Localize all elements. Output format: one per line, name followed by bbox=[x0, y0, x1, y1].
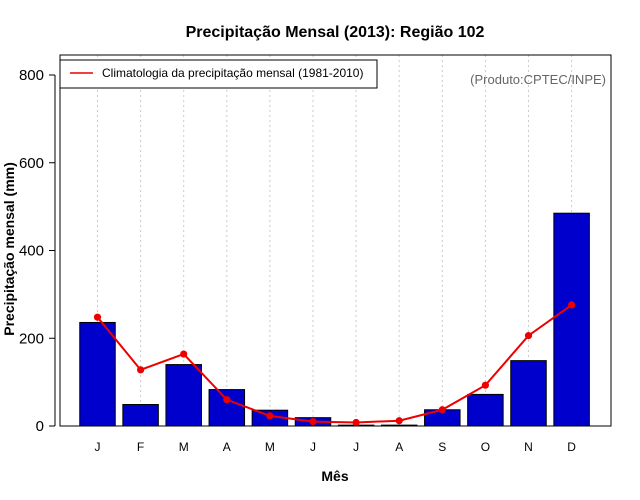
x-tick-label: O bbox=[481, 440, 490, 454]
x-tick-label: J bbox=[95, 440, 101, 454]
x-tick-label: M bbox=[179, 440, 189, 454]
bar-3 bbox=[208, 389, 246, 427]
climatology-point-8 bbox=[438, 406, 446, 414]
y-axis: 0 200 400 600 800 bbox=[19, 67, 56, 435]
bar-11 bbox=[553, 212, 590, 427]
legend: Climatologia da precipitação mensal (198… bbox=[59, 59, 378, 89]
x-tick-label: J bbox=[353, 440, 359, 454]
y-tick-label: 600 bbox=[19, 155, 44, 172]
climatology-point-9 bbox=[481, 381, 489, 389]
y-tick-label: 800 bbox=[19, 67, 44, 84]
x-axis-title: Mês bbox=[321, 468, 348, 484]
x-tick-label: A bbox=[395, 440, 403, 454]
grid-lines bbox=[97, 55, 573, 426]
x-tick-label: A bbox=[223, 440, 231, 454]
credit-text: (Produto:CPTEC/INPE) bbox=[470, 72, 606, 87]
x-tick-label: J bbox=[310, 440, 316, 454]
x-tick-label: D bbox=[567, 440, 576, 454]
legend-label-climatology: Climatologia da precipitação mensal (198… bbox=[102, 66, 363, 80]
chart-title: Precipitação Mensal (2013): Região 102 bbox=[186, 24, 485, 41]
climatology-point-1 bbox=[137, 366, 145, 374]
climatology-point-7 bbox=[395, 417, 403, 425]
climatology-point-10 bbox=[524, 332, 533, 340]
bar-2 bbox=[165, 364, 202, 427]
climatology-line bbox=[96, 304, 573, 424]
x-tick-label: F bbox=[137, 440, 144, 454]
y-tick-label: 200 bbox=[19, 330, 44, 347]
climatology-point-5 bbox=[309, 418, 317, 426]
bar-0 bbox=[79, 321, 116, 427]
climatology-point-6 bbox=[352, 418, 360, 427]
y-tick-label: 0 bbox=[36, 418, 44, 435]
bar-9 bbox=[467, 393, 504, 427]
plot-frame bbox=[59, 54, 612, 427]
x-tick-label: S bbox=[438, 440, 446, 454]
climatology-point-11 bbox=[568, 301, 576, 309]
x-tick-label: M bbox=[265, 440, 275, 454]
y-axis-title: Precipitação mensal (mm) bbox=[1, 162, 17, 336]
bars bbox=[79, 212, 590, 427]
bar-1 bbox=[122, 404, 159, 427]
legend-box bbox=[59, 59, 378, 89]
climatology-line-series bbox=[93, 301, 576, 427]
climatology-point-0 bbox=[93, 313, 102, 321]
climatology-point-3 bbox=[223, 396, 231, 404]
climatology-point-2 bbox=[180, 350, 188, 358]
bar-10 bbox=[510, 360, 547, 427]
y-tick-label: 400 bbox=[19, 243, 44, 260]
climatology-point-4 bbox=[266, 412, 274, 420]
x-tick-label: N bbox=[524, 440, 533, 454]
